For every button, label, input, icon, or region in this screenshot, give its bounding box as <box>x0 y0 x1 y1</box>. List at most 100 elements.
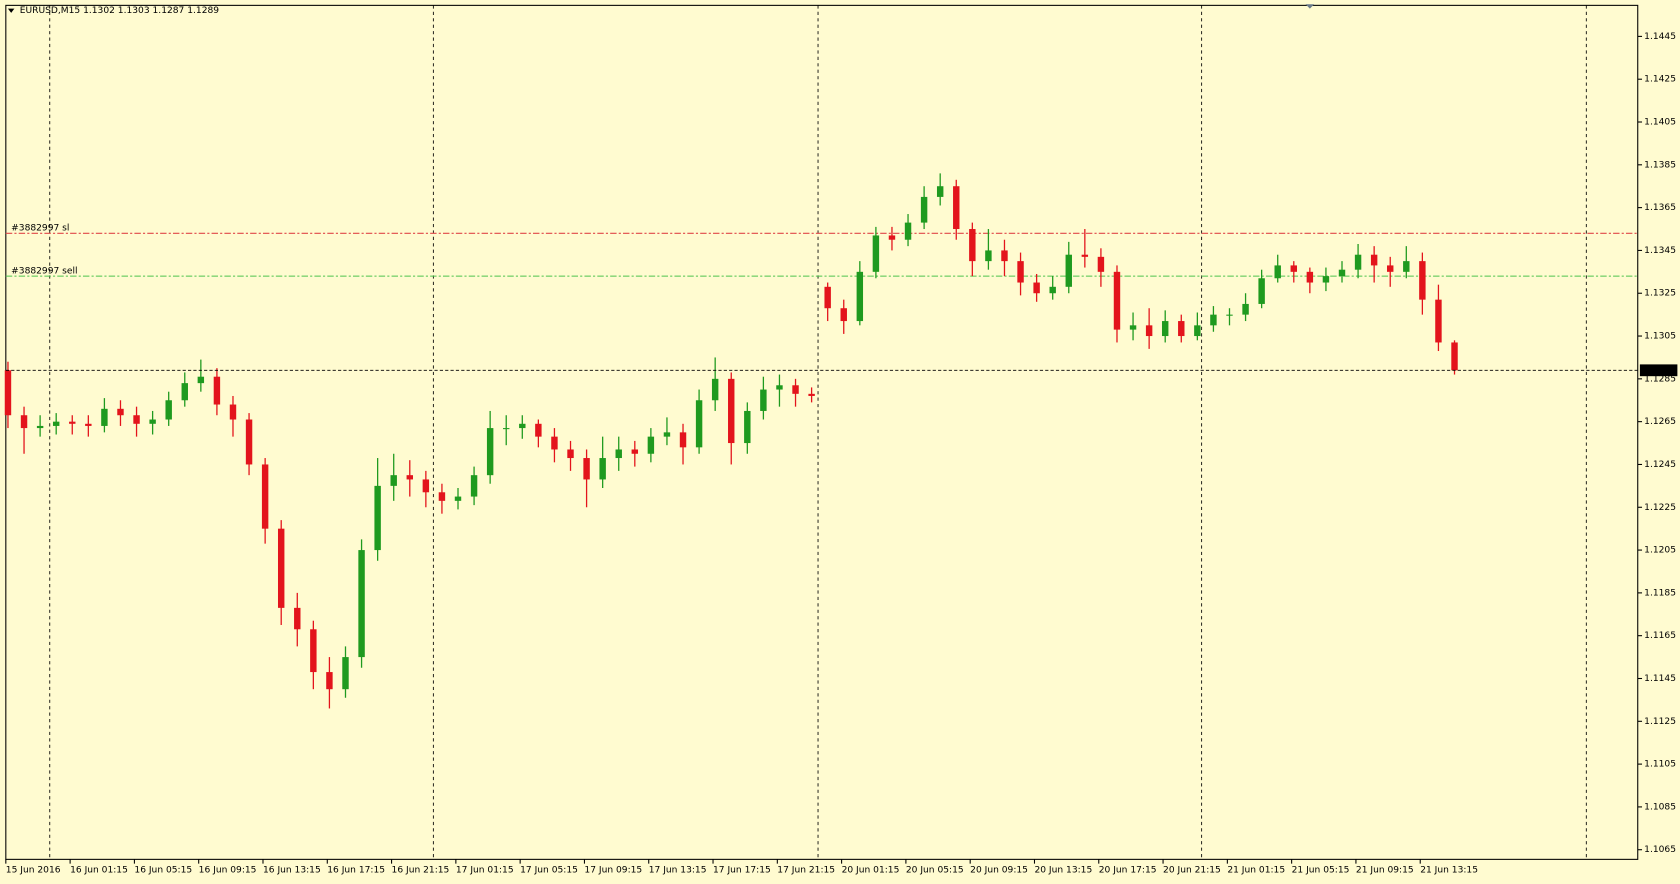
x-tick-label: 16 Jun 17:15 <box>327 866 385 876</box>
candle-body <box>1049 286 1056 294</box>
candle-body <box>840 308 847 322</box>
candle-body <box>1274 265 1281 279</box>
candle-body <box>1290 265 1298 272</box>
x-tick-label: 16 Jun 09:15 <box>199 866 257 876</box>
candle-body <box>454 496 462 501</box>
y-tick-label: 1.1385 <box>1644 160 1676 170</box>
candle-body <box>1017 261 1024 283</box>
candle-body <box>149 419 156 424</box>
candle-body <box>663 432 671 437</box>
x-tick-label: 20 Jun 17:15 <box>1099 866 1157 876</box>
candle-body <box>953 186 960 230</box>
candle-body <box>1387 265 1394 272</box>
day-separators <box>49 5 1587 860</box>
candle-body <box>20 415 28 429</box>
y-tick-label: 1.1245 <box>1644 460 1676 470</box>
candle-body <box>374 485 381 551</box>
y-tick-label: 1.1285 <box>1644 374 1676 384</box>
candle-body <box>567 449 574 459</box>
y-tick-label: 1.1365 <box>1644 203 1676 213</box>
candle-body <box>760 389 767 411</box>
shift-marker[interactable] <box>1305 4 1315 9</box>
candle-body <box>422 479 430 493</box>
candle-body <box>277 528 285 608</box>
candle-body <box>1065 254 1072 287</box>
candle-body <box>1258 278 1265 304</box>
candle-body <box>52 421 60 426</box>
candle-body <box>358 550 365 658</box>
candle-body <box>406 475 414 480</box>
candle-body <box>245 419 253 465</box>
collapse-arrow[interactable] <box>7 8 15 13</box>
candle-body <box>133 415 140 424</box>
candle-body <box>1194 325 1201 337</box>
y-tick-label: 1.1265 <box>1644 417 1676 427</box>
y-tick-label: 1.1165 <box>1644 631 1676 641</box>
x-tick-label: 17 Jun 01:15 <box>456 866 514 876</box>
candle-body <box>486 428 494 476</box>
candle-body <box>1370 254 1378 266</box>
candle-body <box>615 449 622 459</box>
candle-body <box>229 404 237 420</box>
y-tick-label: 1.1125 <box>1644 717 1676 727</box>
x-tick-label: 15 Jun 2016 <box>6 866 61 876</box>
candle-body <box>1242 303 1249 315</box>
x-tick-label: 17 Jun 09:15 <box>584 866 642 876</box>
x-tick-label: 17 Jun 05:15 <box>520 866 578 876</box>
y-tick-label: 1.1305 <box>1644 332 1676 342</box>
x-tick-label: 17 Jun 13:15 <box>649 866 707 876</box>
x-tick-label: 21 Jun 09:15 <box>1356 866 1414 876</box>
x-tick-label: 16 Jun 13:15 <box>263 866 321 876</box>
candle-body <box>808 393 815 396</box>
candle-body <box>1451 342 1458 371</box>
candle-body <box>101 408 108 426</box>
candle-body <box>1081 254 1089 257</box>
candle-body <box>197 376 205 384</box>
y-tick-label: 1.1145 <box>1644 674 1676 684</box>
y-tick-label: 1.1185 <box>1644 588 1676 598</box>
x-tick-label: 20 Jun 09:15 <box>970 866 1028 876</box>
candle-body <box>1322 276 1330 283</box>
x-tick-label: 21 Jun 13:15 <box>1420 866 1478 876</box>
x-tick-label: 20 Jun 13:15 <box>1034 866 1092 876</box>
candle-body <box>36 425 44 429</box>
candle-body <box>1129 325 1137 330</box>
candle-body <box>920 196 928 223</box>
y-tick-label: 1.1085 <box>1644 802 1676 812</box>
candle-body <box>69 421 76 424</box>
order-level-label: #3882997 sell <box>11 266 77 276</box>
candle-body <box>181 383 188 401</box>
candle-body <box>856 271 864 322</box>
y-tick-label: 1.1405 <box>1644 118 1676 128</box>
candle-body <box>165 400 172 420</box>
candle-body <box>294 607 301 630</box>
candle-body <box>535 423 542 437</box>
candle-body <box>390 475 397 486</box>
y-tick-label: 1.1065 <box>1644 845 1676 855</box>
candle-body <box>1338 269 1346 277</box>
candle-body <box>1097 256 1105 272</box>
candles <box>4 173 1458 709</box>
candle-body <box>1161 321 1169 337</box>
y-tick-label: 1.1425 <box>1644 75 1676 85</box>
order-level-label: #3882997 sl <box>11 223 69 233</box>
x-tick-label: 21 Jun 01:15 <box>1227 866 1285 876</box>
candle-body <box>1033 282 1040 294</box>
candle-body <box>551 436 558 450</box>
x-tick-label: 16 Jun 01:15 <box>70 866 128 876</box>
candle-body <box>519 423 526 429</box>
candle-body <box>213 376 221 405</box>
candle-body <box>326 672 333 690</box>
candle-body <box>1306 271 1314 283</box>
x-tick-label: 17 Jun 17:15 <box>713 866 771 876</box>
candle-body <box>1226 314 1233 316</box>
x-tick-label: 16 Jun 21:15 <box>392 866 450 876</box>
candle-body <box>583 458 590 480</box>
candle-body <box>1354 254 1362 270</box>
candle-body <box>1403 261 1410 272</box>
candle-body <box>936 186 944 197</box>
candle-body <box>824 286 831 309</box>
candle-body <box>631 449 639 454</box>
candle-body <box>904 222 912 240</box>
